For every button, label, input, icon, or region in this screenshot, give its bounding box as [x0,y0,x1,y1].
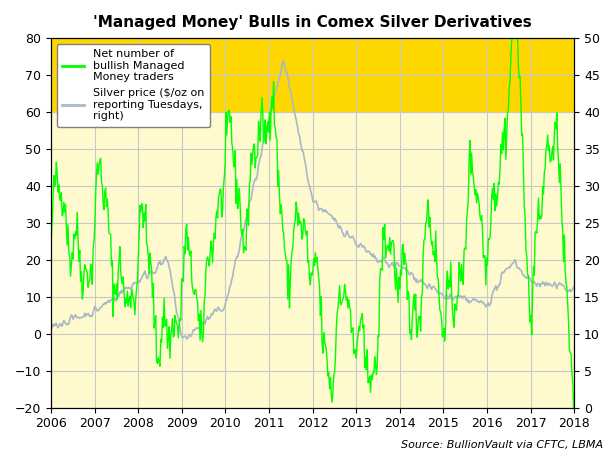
Bar [51,38,574,112]
Text: Source: BullionVault via CFTC, LBMA: Source: BullionVault via CFTC, LBMA [400,440,603,450]
Legend: Net number of
bullish Managed
Money traders, Silver price ($/oz on
reporting Tue: Net number of bullish Managed Money trad… [57,44,210,127]
Title: 'Managed Money' Bulls in Comex Silver Derivatives: 'Managed Money' Bulls in Comex Silver De… [93,15,532,30]
